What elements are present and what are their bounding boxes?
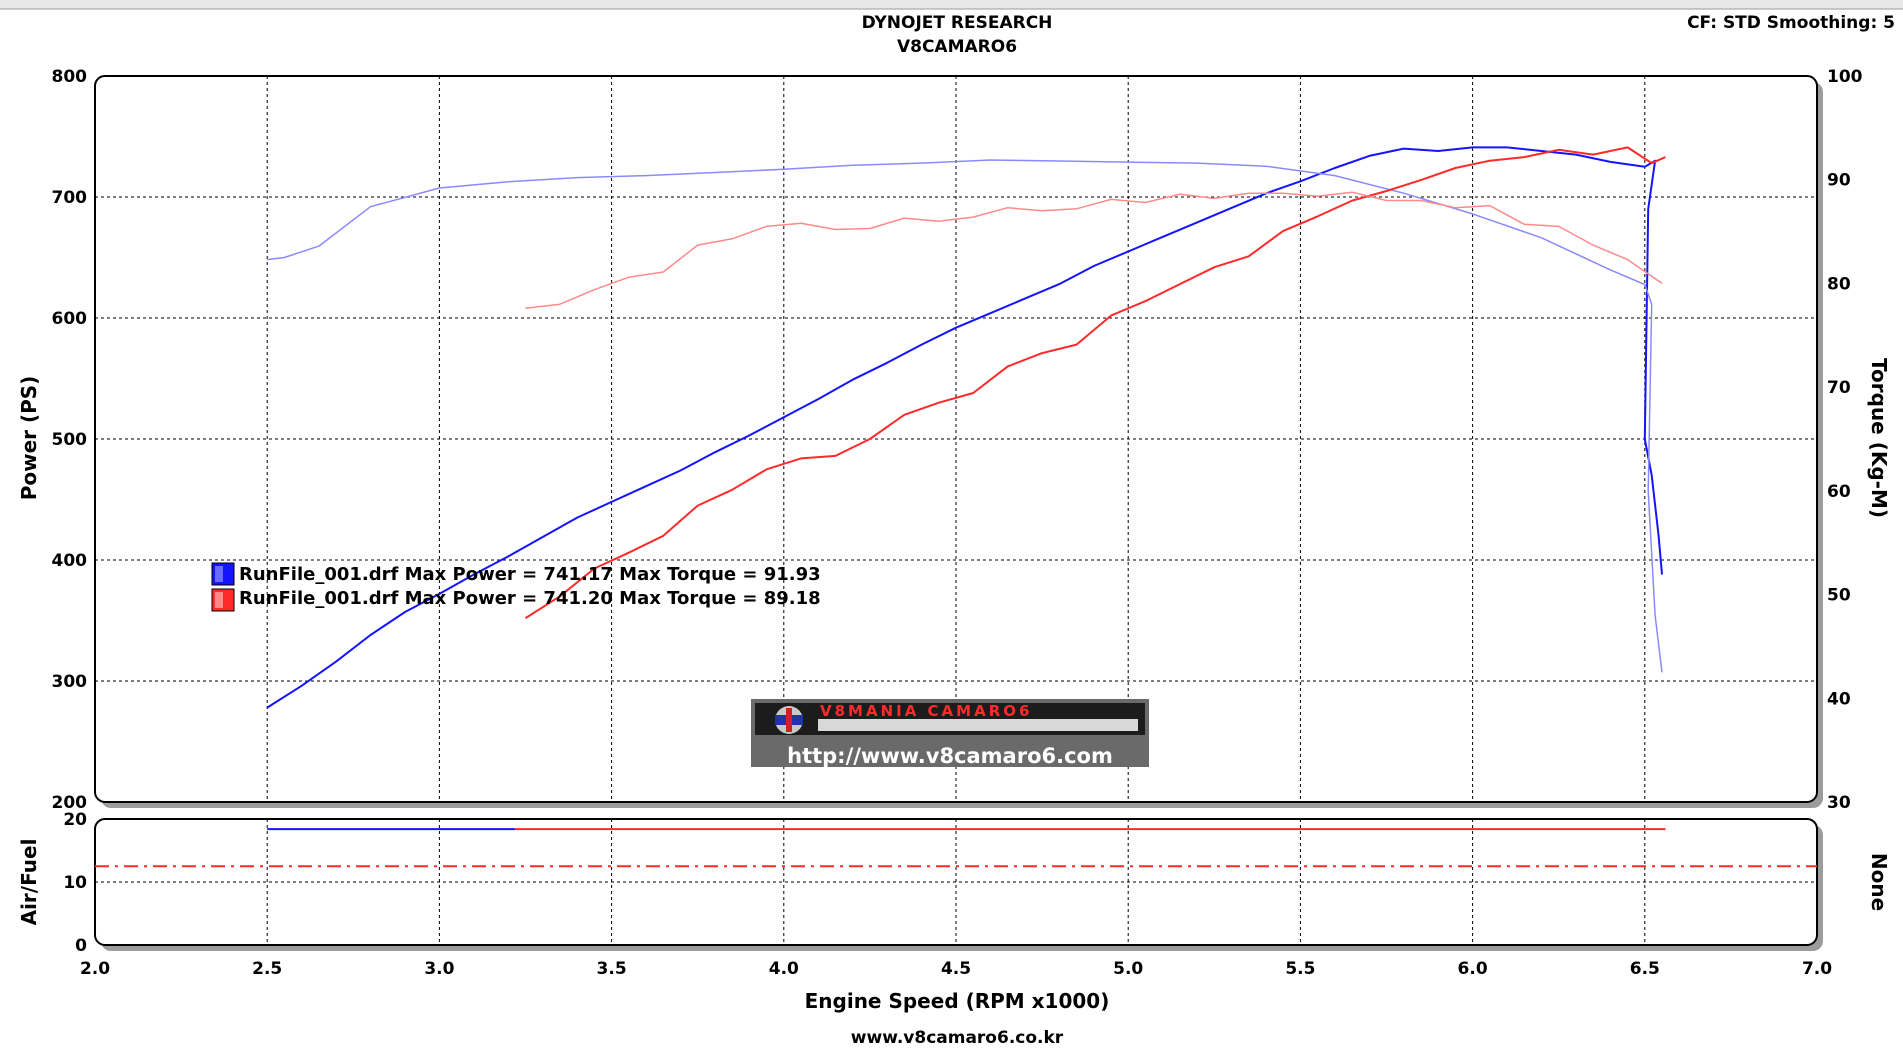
chart-subtitle: V8CAMARO6 xyxy=(897,37,1017,57)
x-axis-label: Engine Speed (RPM x1000) xyxy=(805,989,1110,1013)
watermark-logo: V8MANIA CAMARO6 http://www.v8camaro6.com xyxy=(751,699,1149,768)
air-fuel-tick-label: 20 xyxy=(63,810,87,830)
series-line-3 xyxy=(525,191,1663,310)
settings-label: CF: STD Smoothing: 5 xyxy=(1687,13,1895,33)
y-tick-label: 800 xyxy=(52,67,88,87)
x-tick-label: 5.0 xyxy=(1113,959,1143,979)
air-fuel-tick-label: 0 xyxy=(75,936,87,956)
main-series xyxy=(266,146,1666,709)
x-tick-label: 6.0 xyxy=(1458,959,1488,979)
x-tick-label: 2.0 xyxy=(80,959,110,979)
y-tick-label: 400 xyxy=(52,551,88,571)
y-tick-label: 300 xyxy=(52,672,88,692)
air-fuel-tick-label: 10 xyxy=(63,873,87,893)
watermark-url: http://www.v8camaro6.com xyxy=(787,744,1113,768)
footer-url: www.v8camaro6.co.kr xyxy=(851,1028,1064,1048)
y-axis-label: Power (PS) xyxy=(17,376,41,501)
y-tick-label: 600 xyxy=(52,309,88,329)
y2-tick-label: 40 xyxy=(1827,689,1851,709)
y2-tick-label: 60 xyxy=(1827,482,1851,502)
x-tick-label: 2.5 xyxy=(252,959,282,979)
x-tick-label: 3.5 xyxy=(597,959,627,979)
top-border xyxy=(0,0,1903,9)
axis-ticks: 2.0 2.5 3.0 3.5 4.0 4.5 5.0 5.5 6.0 6.5 7.02003004… xyxy=(52,67,1863,979)
air-fuel-axis-label: Air/Fuel xyxy=(17,839,41,926)
y2-tick-label: 50 xyxy=(1827,586,1851,606)
y2-tick-label: 70 xyxy=(1827,378,1851,398)
legend-entry: RunFile_001.drf Max Power = 741.17 Max T… xyxy=(239,564,821,585)
x-tick-label: 6.5 xyxy=(1630,959,1660,979)
y2-tick-label: 80 xyxy=(1827,274,1851,294)
x-tick-label: 4.5 xyxy=(941,959,971,979)
series-line-0 xyxy=(266,146,1663,709)
x-tick-label: 4.0 xyxy=(769,959,799,979)
series-line-2 xyxy=(524,146,1666,619)
y2-tick-label: 30 xyxy=(1827,793,1851,813)
y-tick-label: 500 xyxy=(52,430,88,450)
legend-entry: RunFile_001.drf Max Power = 741.20 Max T… xyxy=(239,588,821,609)
grid-lines xyxy=(95,76,1817,945)
y2-tick-label: 100 xyxy=(1827,67,1863,87)
y2-tick-label: 90 xyxy=(1827,171,1851,191)
series-line-1 xyxy=(267,159,1663,673)
x-tick-label: 7.0 xyxy=(1802,959,1832,979)
legend: RunFile_001.drf Max Power = 741.17 Max T… xyxy=(211,562,821,612)
chart-title: DYNOJET RESEARCH xyxy=(862,13,1053,33)
y-tick-label: 200 xyxy=(52,793,88,813)
y-tick-label: 700 xyxy=(52,188,88,208)
air-fuel-right-label: None xyxy=(1867,853,1891,911)
x-tick-label: 5.5 xyxy=(1285,959,1315,979)
x-tick-label: 3.0 xyxy=(424,959,454,979)
watermark-brand: V8MANIA CAMARO6 xyxy=(820,702,1032,720)
air-fuel-series xyxy=(95,828,1817,868)
y2-axis-label: Torque (Kg-M) xyxy=(1867,358,1891,518)
